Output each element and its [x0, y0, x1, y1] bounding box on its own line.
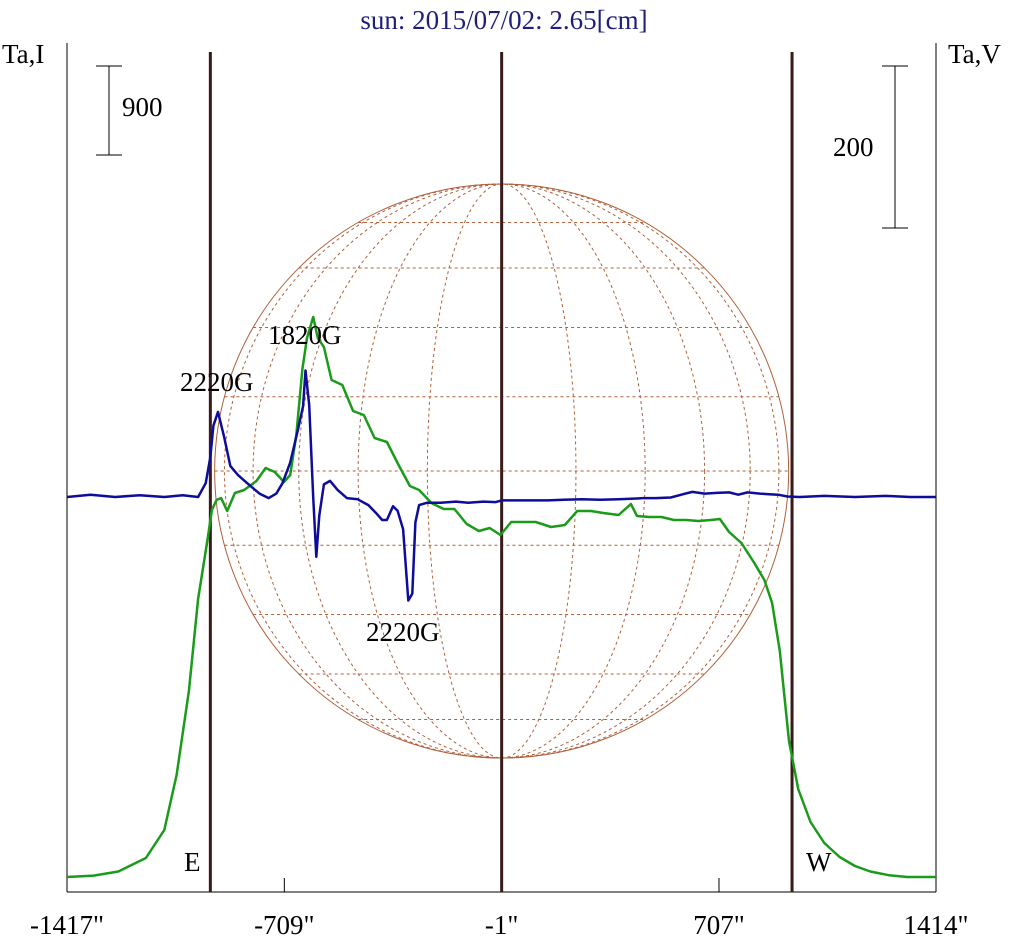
field-annotation-0: 2220G — [180, 367, 254, 397]
x-tick-label-1: -709" — [254, 910, 315, 940]
right-scale-bar: 200 — [833, 65, 908, 229]
field-annotation-1: 1820G — [268, 320, 342, 350]
x-tick-label-3: 707" — [693, 910, 745, 940]
x-tick-label-2: -1" — [485, 910, 519, 940]
x-tick-label-4: 1414" — [903, 910, 968, 940]
disk-meridian-1 — [357, 183, 646, 759]
right-axis-label: Ta,V — [948, 39, 1001, 69]
chart-title: sun: 2015/07/02: 2.65[cm] — [360, 5, 647, 35]
right-scale-label: 200 — [833, 132, 874, 162]
left-scale-label: 900 — [122, 92, 163, 122]
series-lines — [66, 315, 936, 879]
left-scale-bar: 900 — [96, 65, 163, 156]
series-polarization-line — [66, 369, 936, 602]
west-limb-label: W — [806, 847, 832, 877]
x-tick-label-0: -1417" — [30, 910, 104, 940]
chart-text-labels: -1417" -709" -1" 707" 1414" E W 2220G 1820G 2220G — [30, 320, 969, 940]
left-axis-label: Ta,I — [2, 39, 44, 69]
series-intensity-line — [66, 315, 936, 879]
field-annotation-2: 2220G — [366, 617, 440, 647]
disk-meridian-2 — [298, 183, 706, 759]
east-limb-label: E — [184, 847, 201, 877]
